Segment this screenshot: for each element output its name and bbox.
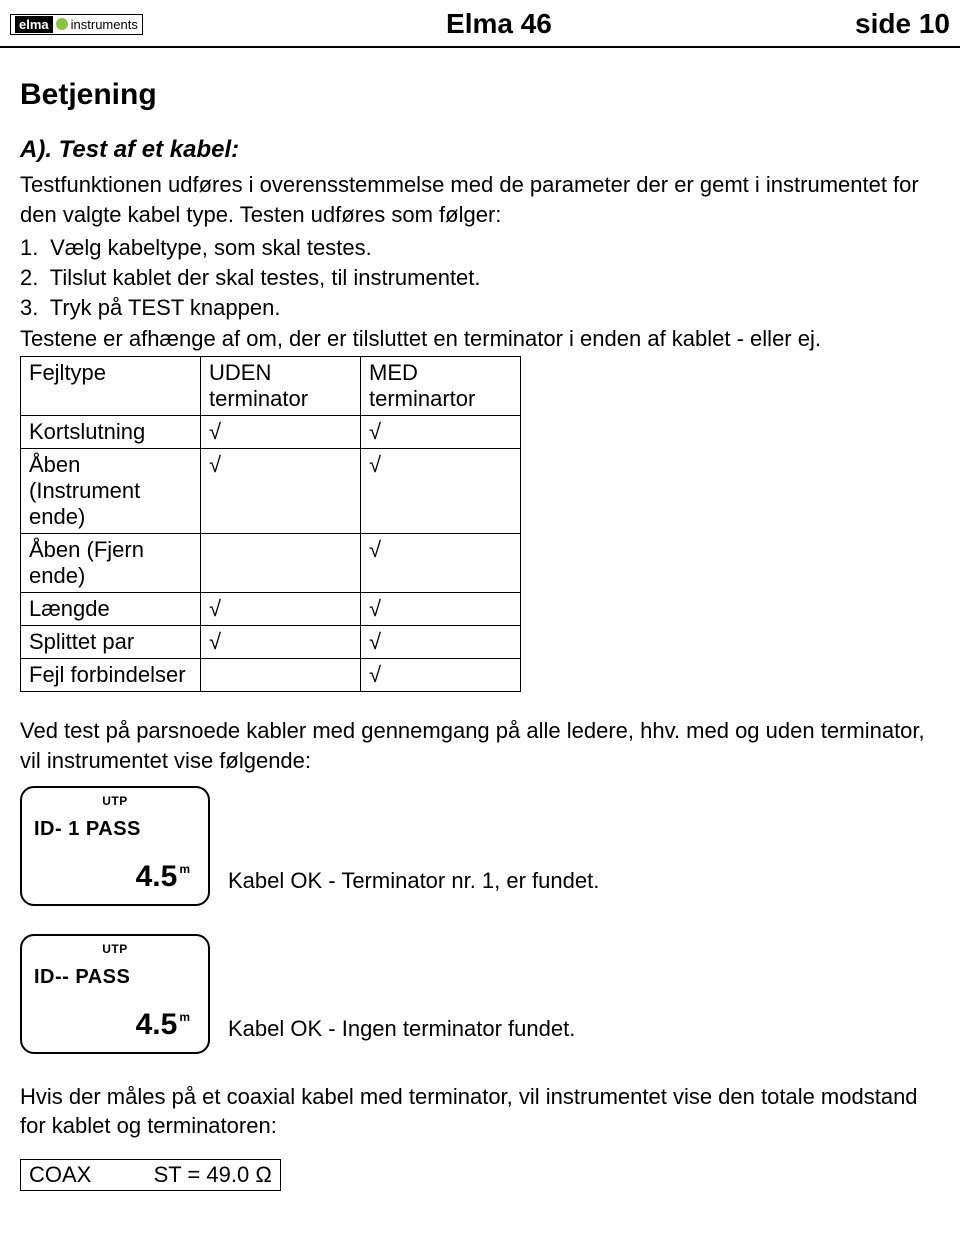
fault-med: √ [361, 593, 521, 626]
display-row-1: UTP ID- 1 PASS 4.5 m Kabel OK - Terminat… [20, 786, 940, 906]
fault-med: √ [361, 659, 521, 692]
lcd-unit: m [179, 862, 190, 876]
fault-med: √ [361, 626, 521, 659]
table-row: Fejl forbindelser √ [21, 659, 521, 692]
lcd-display: UTP ID- 1 PASS 4.5 m [20, 786, 210, 906]
table-row: Åben (Instrument ende) √ √ [21, 449, 521, 534]
page-content: Betjening A). Test af et kabel: Testfunk… [0, 48, 960, 1211]
table-row: Splittet par √ √ [21, 626, 521, 659]
logo-part2: instruments [71, 17, 138, 32]
step-text: Vælg kabeltype, som skal testes. [50, 235, 372, 260]
fault-type-table: Fejltype UDEN terminator MED terminartor… [20, 356, 521, 692]
step-item: 3. Tryk på TEST knappen. [20, 293, 940, 323]
coax-paragraph: Hvis der måles på et coaxial kabel med t… [20, 1082, 940, 1141]
fault-label: Splittet par [21, 626, 201, 659]
table-header-row: Fejltype UDEN terminator MED terminartor [21, 357, 521, 416]
lcd-id-line: ID- 1 PASS [34, 818, 141, 841]
brand-logo: elma instruments [10, 14, 143, 35]
step-item: 2. Tilslut kablet der skal testes, til i… [20, 263, 940, 293]
coax-left: COAX [29, 1162, 91, 1187]
intro-paragraph: Testfunktionen udføres i overensstemmels… [20, 170, 940, 229]
table-header-fejltype: Fejltype [21, 357, 201, 416]
fault-uden: √ [201, 449, 361, 534]
fault-label: Åben (Instrument ende) [21, 449, 201, 534]
logo-dot-icon [56, 18, 68, 30]
fault-uden: √ [201, 626, 361, 659]
subsection-heading: A). Test af et kabel: [20, 136, 940, 164]
lcd-value: 4.5 m [136, 860, 190, 894]
logo-part1: elma [15, 16, 53, 33]
fault-uden [201, 534, 361, 593]
steps-list: 1. Vælg kabeltype, som skal testes. 2. T… [20, 233, 940, 322]
fault-uden [201, 659, 361, 692]
coax-readout: COAX ST = 49.0 Ω [20, 1159, 281, 1191]
page-header: elma instruments Elma 46 side 10 [0, 0, 960, 48]
section-heading: Betjening [20, 78, 940, 112]
fault-med: √ [361, 449, 521, 534]
table-header-uden: UDEN terminator [201, 357, 361, 416]
fault-uden: √ [201, 416, 361, 449]
document-title: Elma 46 [143, 8, 855, 40]
lcd-mode: UTP [102, 794, 128, 808]
table-header-med: MED terminartor [361, 357, 521, 416]
fault-uden: √ [201, 593, 361, 626]
page-number: side 10 [855, 8, 950, 40]
lcd-display: UTP ID-- PASS 4.5 m [20, 934, 210, 1054]
note-paragraph: Testene er afhænge af om, der er tilslut… [20, 324, 940, 354]
coax-right: ST = 49.0 Ω [154, 1162, 272, 1187]
table-row: Længde √ √ [21, 593, 521, 626]
fault-label: Åben (Fjern ende) [21, 534, 201, 593]
lcd-unit: m [179, 1010, 190, 1024]
fault-label: Længde [21, 593, 201, 626]
fault-med: √ [361, 416, 521, 449]
fault-label: Fejl forbindelser [21, 659, 201, 692]
display-caption: Kabel OK - Ingen terminator fundet. [228, 1016, 575, 1054]
after-table-paragraph: Ved test på parsnoede kabler med gennemg… [20, 716, 940, 775]
table-row: Kortslutning √ √ [21, 416, 521, 449]
lcd-mode: UTP [102, 942, 128, 956]
display-caption: Kabel OK - Terminator nr. 1, er fundet. [228, 868, 599, 906]
fault-label: Kortslutning [21, 416, 201, 449]
fault-med: √ [361, 534, 521, 593]
lcd-value: 4.5 m [136, 1008, 190, 1042]
lcd-id-line: ID-- PASS [34, 966, 130, 989]
display-row-2: UTP ID-- PASS 4.5 m Kabel OK - Ingen ter… [20, 934, 940, 1054]
step-text: Tryk på TEST knappen. [50, 295, 281, 320]
step-item: 1. Vælg kabeltype, som skal testes. [20, 233, 940, 263]
step-text: Tilslut kablet der skal testes, til inst… [50, 265, 481, 290]
table-row: Åben (Fjern ende) √ [21, 534, 521, 593]
